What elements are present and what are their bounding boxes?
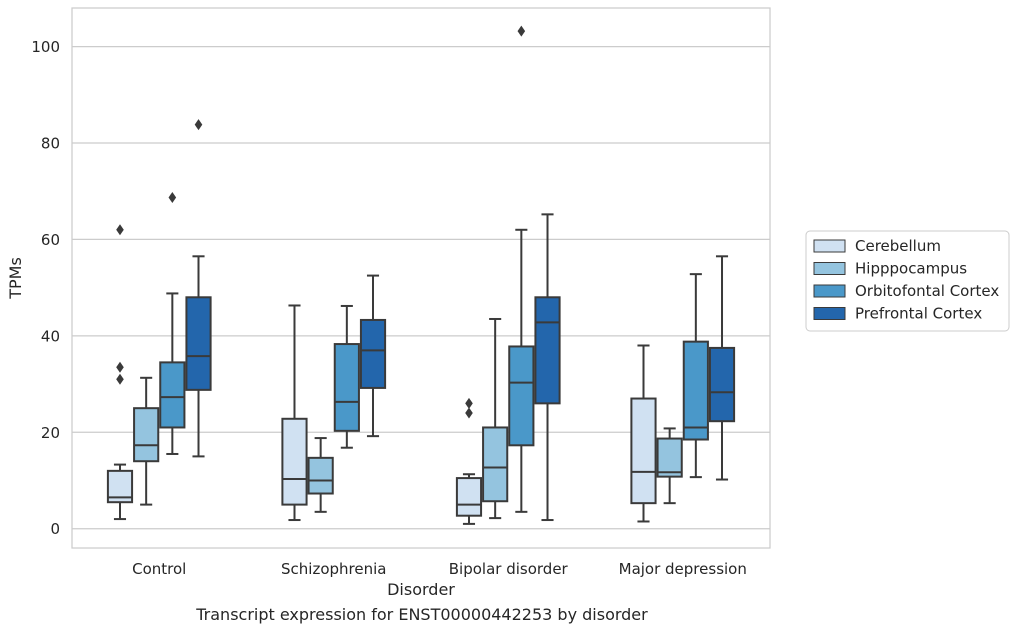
box-iqr bbox=[508, 345, 535, 447]
box-plot bbox=[185, 119, 212, 458]
outlier-point bbox=[194, 119, 203, 131]
box-iqr bbox=[359, 318, 387, 389]
legend-label: Prefrontal Cortex bbox=[855, 305, 982, 323]
box-iqr bbox=[630, 397, 657, 505]
y-tick-label: 0 bbox=[50, 520, 60, 538]
outlier-point bbox=[116, 224, 124, 236]
outlier-point bbox=[465, 397, 473, 409]
y-tick-label: 60 bbox=[41, 231, 60, 249]
box-plot bbox=[534, 213, 561, 522]
box-iqr bbox=[656, 437, 683, 478]
x-tick-labels: Control Schizophrenia Bipolar disorder Majo… bbox=[132, 560, 747, 578]
x-tick-label: Control bbox=[132, 560, 186, 578]
outlier-point bbox=[168, 191, 177, 203]
plot-area-frame bbox=[71, 7, 771, 549]
box-plot bbox=[159, 191, 186, 455]
legend-swatch bbox=[813, 239, 846, 253]
outlier-point bbox=[465, 407, 473, 419]
box-plot bbox=[359, 274, 387, 438]
box-plot bbox=[133, 376, 160, 506]
box-iqr bbox=[708, 346, 736, 423]
box-iqr bbox=[534, 296, 561, 405]
box-plot bbox=[630, 344, 657, 523]
box-plot bbox=[708, 255, 736, 481]
box-plot bbox=[281, 304, 308, 522]
box-plot bbox=[455, 397, 483, 525]
outlier-point bbox=[116, 361, 124, 373]
box-plot bbox=[333, 304, 360, 449]
legend-frame bbox=[805, 230, 1010, 332]
box-iqr bbox=[133, 407, 160, 463]
legend-swatch bbox=[813, 307, 846, 320]
legend-item: Cerebellum bbox=[813, 237, 941, 255]
legend-swatch bbox=[813, 262, 846, 275]
y-tick-labels: 0 20 40 60 80 100 bbox=[31, 38, 60, 538]
box-plot bbox=[482, 317, 509, 520]
y-tick-label: 100 bbox=[31, 38, 60, 56]
legend-swatch bbox=[813, 284, 846, 298]
y-tick-label: 40 bbox=[41, 327, 60, 345]
y-axis-label: TPMs bbox=[6, 257, 25, 300]
outlier-point bbox=[116, 373, 124, 385]
box-plot bbox=[656, 427, 683, 505]
box-iqr bbox=[333, 343, 360, 432]
box-iqr bbox=[159, 361, 186, 429]
outlier-point bbox=[517, 25, 526, 37]
y-tick-label: 20 bbox=[41, 424, 60, 442]
series-cerebellum bbox=[106, 224, 657, 525]
legend-item: Prefrontal Cortex bbox=[813, 305, 982, 323]
series-hipppocampus bbox=[133, 317, 683, 520]
box-iqr bbox=[307, 456, 334, 495]
box-iqr bbox=[482, 426, 509, 503]
x-tick-label: Schizophrenia bbox=[281, 560, 386, 578]
box-iqr bbox=[281, 417, 308, 506]
x-tick-label: Major depression bbox=[619, 560, 747, 578]
box-plot bbox=[307, 437, 334, 513]
x-axis-label: Disorder bbox=[387, 580, 455, 599]
box-series-layer bbox=[106, 25, 736, 525]
legend-item: Orbitofontal Cortex bbox=[813, 282, 999, 300]
box-plot bbox=[106, 224, 134, 521]
box-plot bbox=[682, 273, 709, 479]
legend-item: Hipppocampus bbox=[813, 260, 967, 278]
x-tick-label: Bipolar disorder bbox=[449, 560, 569, 578]
y-tick-label: 80 bbox=[41, 135, 60, 153]
box-iqr bbox=[455, 477, 483, 517]
box-iqr bbox=[185, 296, 212, 391]
box-plot bbox=[508, 25, 535, 513]
series-orbitofontal-cortex bbox=[159, 25, 709, 513]
legend-label: Orbitofontal Cortex bbox=[855, 282, 999, 300]
box-iqr bbox=[682, 340, 709, 441]
figure-caption: Transcript expression for ENST0000044225… bbox=[196, 605, 648, 624]
legend: Cerebellum Hipppocampus Orbitofontal Corte… bbox=[805, 230, 1010, 332]
legend-label: Hipppocampus bbox=[855, 260, 967, 278]
series-prefrontal-cortex bbox=[185, 119, 736, 522]
legend-label: Cerebellum bbox=[855, 237, 941, 255]
